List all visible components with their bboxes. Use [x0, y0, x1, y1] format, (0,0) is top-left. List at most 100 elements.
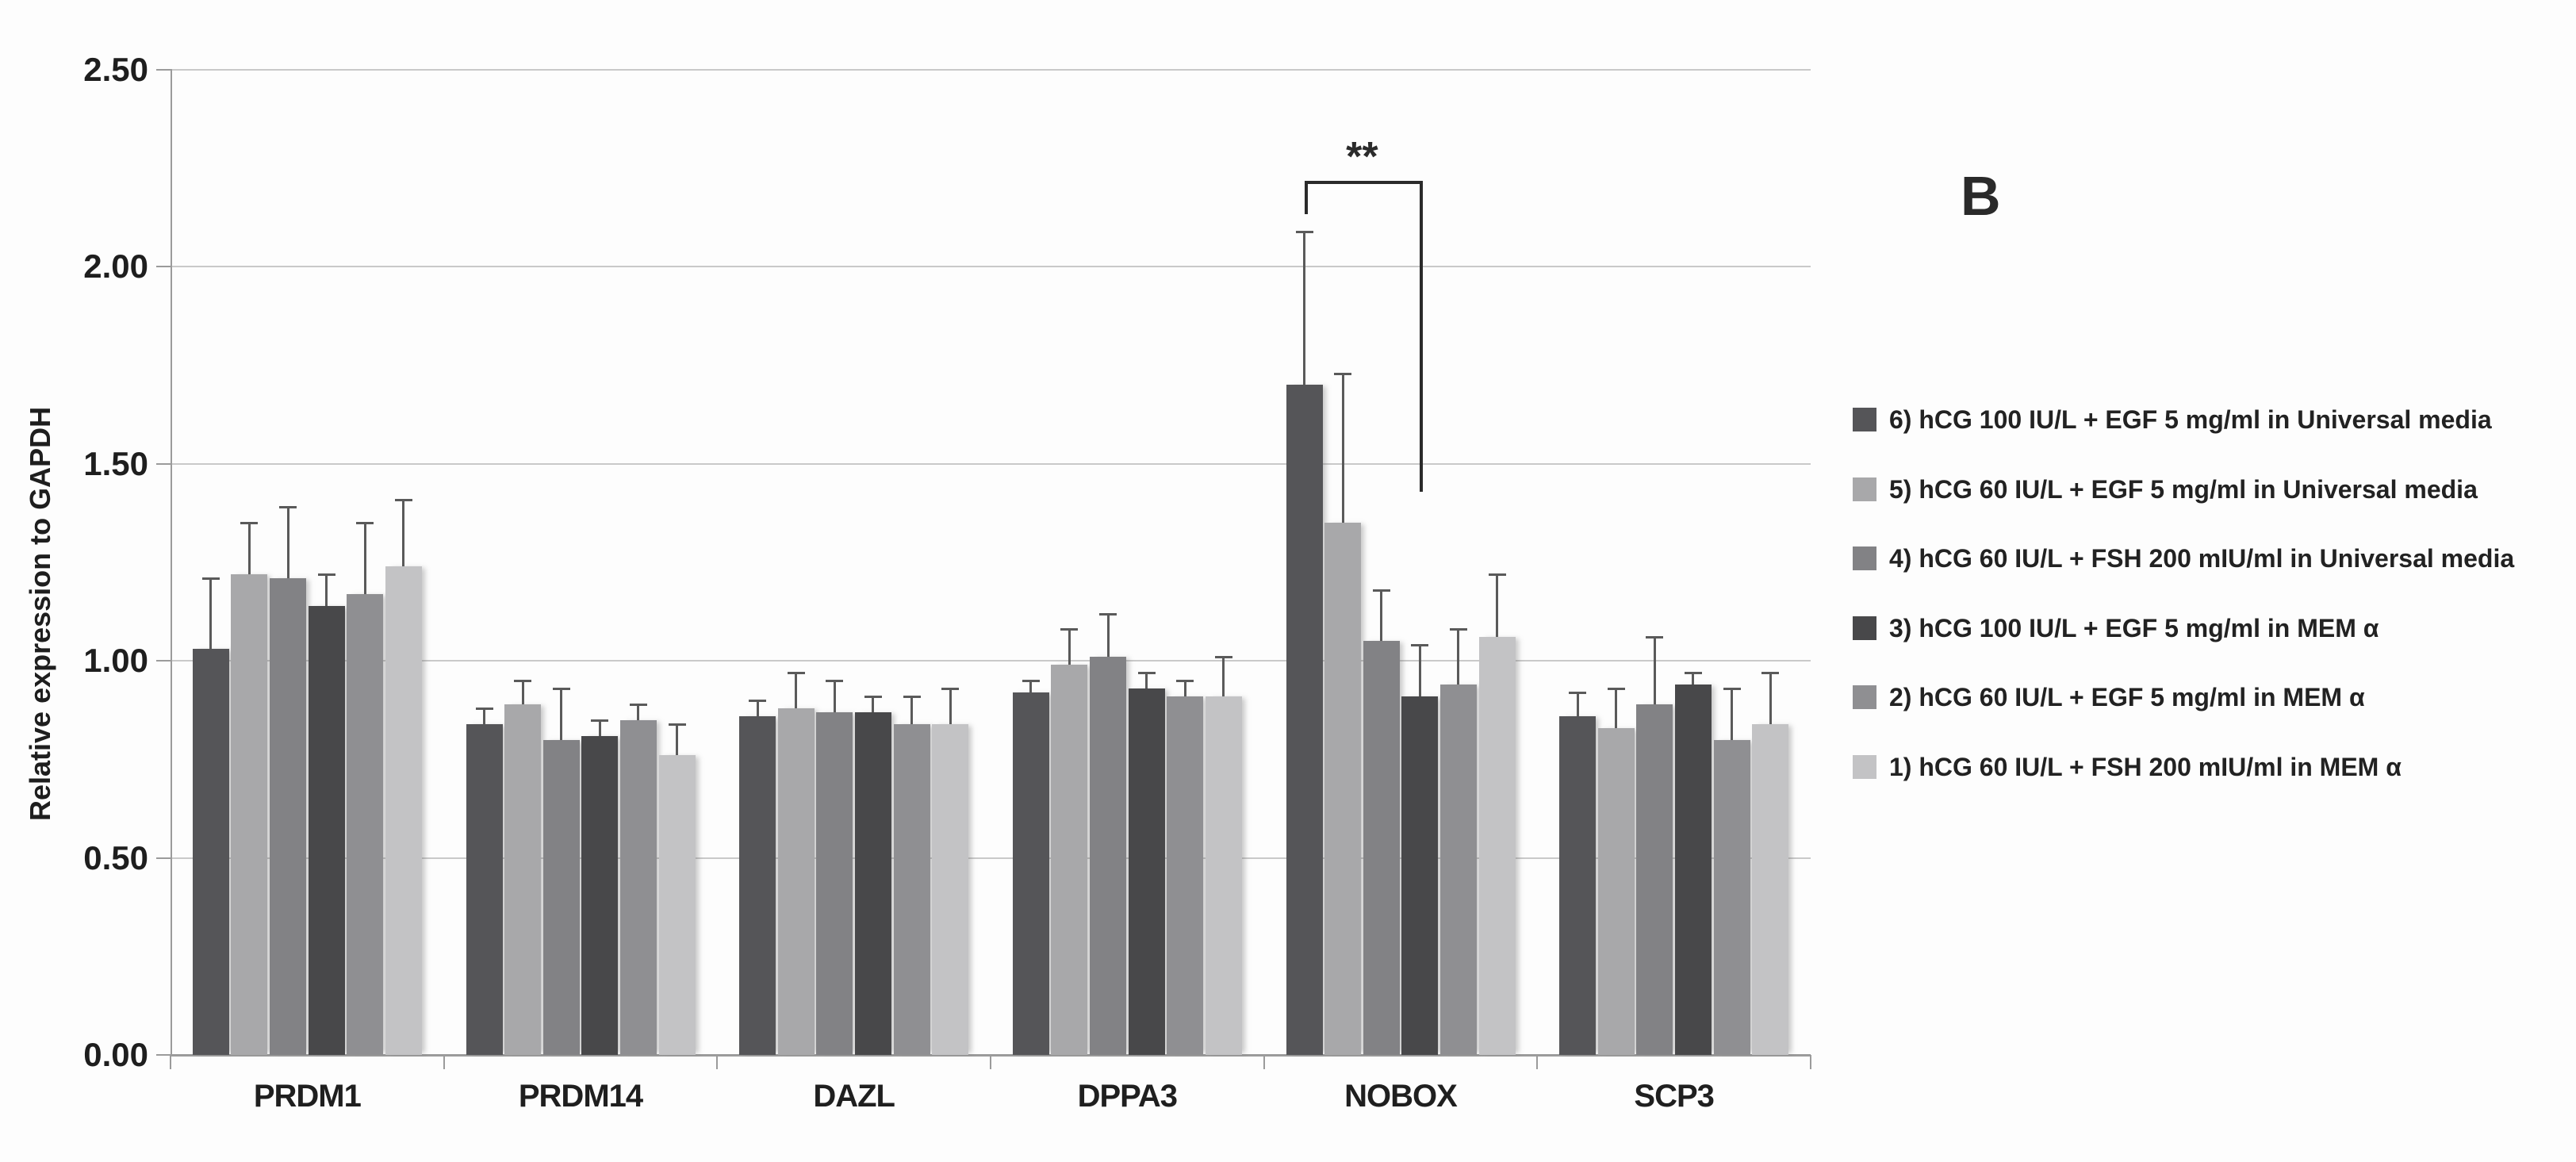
error-bar-cap — [864, 695, 882, 698]
bar-DPPA3-series3 — [1128, 688, 1165, 1055]
x-category-label: PRDM1 — [253, 1079, 362, 1114]
bar-NOBOX-series2 — [1439, 685, 1477, 1055]
gridline — [171, 462, 1811, 465]
bar-SCP3-series5 — [1597, 727, 1635, 1055]
bar-DAZL-series4 — [816, 711, 853, 1055]
error-bar-cap — [787, 672, 805, 675]
error-bar-cap — [903, 695, 921, 698]
legend-swatch-icon — [1853, 477, 1876, 501]
bar-SCP3-series1 — [1752, 723, 1789, 1055]
bar-PRDM1-series3 — [308, 605, 345, 1055]
legend-swatch-icon — [1853, 408, 1876, 431]
error-bar — [363, 523, 366, 594]
bar-PRDM1-series5 — [231, 573, 268, 1055]
error-bar-cap — [1372, 589, 1390, 592]
error-bar-cap — [514, 680, 532, 683]
legend-label: 2) hCG 60 IU/L + EGF 5 mg/ml in MEM α — [1889, 683, 2365, 711]
error-bar — [1222, 657, 1225, 696]
x-category-label: NOBOX — [1344, 1079, 1458, 1114]
error-bar — [483, 708, 485, 724]
error-bar-cap — [629, 703, 647, 706]
error-bar — [1418, 645, 1421, 696]
error-bar — [1457, 629, 1460, 685]
gridline — [171, 266, 1811, 268]
error-bar — [560, 688, 563, 740]
significance-bracket-left-leg — [1304, 181, 1308, 214]
error-bar-cap — [356, 522, 374, 525]
error-bar — [1731, 688, 1734, 740]
x-axis-tick — [1810, 1055, 1811, 1069]
bar-DAZL-series5 — [777, 708, 815, 1055]
bar-PRDM1-series2 — [347, 593, 384, 1055]
error-bar-cap — [941, 687, 960, 690]
bar-PRDM14-series3 — [581, 735, 619, 1055]
y-tick-label: 2.00 — [83, 247, 148, 286]
x-axis-tick — [170, 1055, 171, 1069]
error-bar-cap — [1137, 672, 1156, 675]
error-bar-cap — [1646, 636, 1664, 639]
bar-DAZL-series3 — [854, 711, 891, 1055]
bar-NOBOX-series1 — [1478, 637, 1516, 1055]
error-bar — [676, 723, 678, 756]
bar-PRDM1-series4 — [270, 577, 307, 1055]
y-axis-tick — [156, 266, 172, 268]
legend-swatch-icon — [1853, 685, 1876, 709]
gridline — [171, 69, 1811, 71]
error-bar — [521, 681, 524, 704]
error-bar-cap — [1449, 628, 1467, 631]
x-category-label: DAZL — [813, 1079, 895, 1114]
bar-DPPA3-series5 — [1051, 665, 1088, 1055]
y-tick-label: 1.00 — [83, 642, 148, 680]
error-bar — [833, 681, 836, 712]
error-bar-cap — [1060, 628, 1079, 631]
error-bar — [1692, 673, 1695, 685]
error-bar — [1068, 629, 1071, 665]
error-bar — [1769, 673, 1772, 724]
error-bar — [247, 523, 251, 574]
x-axis-tick — [716, 1055, 719, 1069]
error-bar — [286, 507, 289, 578]
error-bar-cap — [1411, 644, 1429, 647]
significance-asterisks: ** — [1346, 134, 1378, 180]
bar-SCP3-series2 — [1713, 739, 1750, 1055]
error-bar — [795, 673, 798, 708]
error-bar-cap — [475, 707, 493, 710]
bar-DAZL-series1 — [932, 723, 969, 1055]
x-category-label: PRDM14 — [518, 1079, 643, 1114]
bar-PRDM1-series6 — [192, 649, 229, 1055]
bar-NOBOX-series4 — [1363, 641, 1400, 1055]
error-bar — [1380, 589, 1383, 642]
legend-swatch-icon — [1853, 546, 1876, 570]
error-bar — [949, 688, 952, 724]
bar-DAZL-series6 — [739, 715, 776, 1055]
legend-label: 4) hCG 60 IU/L + FSH 200 mIU/ml in Unive… — [1889, 544, 2515, 573]
error-bar — [1615, 688, 1618, 728]
error-bar-cap — [552, 687, 570, 690]
x-category-label: SCP3 — [1634, 1079, 1715, 1114]
bar-SCP3-series4 — [1636, 704, 1673, 1055]
error-bar — [209, 577, 213, 650]
error-bar-cap — [826, 680, 844, 683]
error-bar-cap — [1022, 680, 1040, 683]
error-bar-cap — [668, 723, 686, 726]
gridline — [171, 857, 1811, 859]
bar-DPPA3-series1 — [1205, 696, 1242, 1055]
error-bar-cap — [317, 573, 335, 576]
error-bar — [1029, 681, 1033, 692]
bar-PRDM14-series2 — [619, 719, 657, 1055]
error-bar — [1341, 373, 1344, 523]
y-tick-label: 1.50 — [83, 444, 148, 482]
y-axis-tick — [156, 462, 172, 465]
y-tick-label: 0.50 — [83, 838, 148, 876]
error-bar-cap — [1295, 230, 1313, 233]
error-bar — [1653, 637, 1656, 704]
error-bar — [598, 719, 601, 736]
bar-DPPA3-series6 — [1012, 692, 1049, 1055]
gridline — [171, 660, 1811, 662]
y-axis-tick — [156, 1054, 172, 1056]
error-bar — [1183, 681, 1186, 696]
x-category-label: DPPA3 — [1077, 1079, 1178, 1114]
error-bar — [1145, 673, 1148, 688]
significance-bracket-horizontal — [1304, 181, 1424, 184]
